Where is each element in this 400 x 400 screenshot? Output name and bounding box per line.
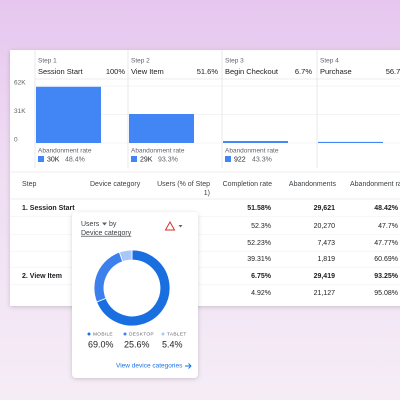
step-percent: 100%: [106, 67, 126, 76]
step-number: Step 1: [38, 58, 57, 65]
step-cell: 1. Session Start: [22, 205, 75, 212]
step-name: Begin Checkout: [225, 67, 279, 76]
y-tick-label: 31K: [14, 108, 26, 115]
abandonment-rate: 43.3%: [252, 156, 272, 163]
funnel-bar: [318, 141, 383, 143]
column-header: Abandonments: [288, 181, 336, 188]
legend-dot: [123, 332, 127, 336]
step-cell: 2. View Item: [22, 273, 62, 280]
device-popup: [72, 212, 198, 378]
step-percent: 56.7%: [386, 67, 400, 76]
column-header: Users (% of Step 1): [157, 181, 210, 197]
legend-swatch: [38, 156, 44, 162]
completion-cell: 4.92%: [251, 290, 271, 297]
abandonments-cell: 29,419: [314, 273, 336, 280]
popup-content: Users by Device category MOBILE 69.0% DESKTOP…: [81, 220, 192, 370]
funnel-bar: [36, 86, 101, 143]
step-percent: 51.6%: [197, 67, 219, 76]
funnel-bar: [223, 141, 288, 143]
step-number: Step 4: [320, 58, 339, 65]
step-number: Step 2: [131, 58, 150, 65]
legend-dot: [161, 332, 165, 336]
donut-segment: [118, 249, 133, 263]
abandonments: 30K: [47, 156, 60, 163]
completion-cell: 51.58%: [247, 205, 272, 212]
dimension-selector[interactable]: Device category: [81, 230, 132, 237]
legend-value: 69.0%: [88, 339, 114, 349]
y-tick-label: 62K: [14, 80, 26, 87]
abandonments: 922: [234, 156, 246, 163]
warning-icon: [164, 220, 176, 231]
link-arrow: [185, 363, 192, 369]
rate-cell: 60.69%: [374, 256, 398, 263]
legend-swatch: [225, 156, 231, 162]
rate-cell: 47.77%: [374, 240, 398, 247]
rate-cell: 47.7%: [378, 223, 398, 230]
legend-name: MOBILE: [93, 331, 113, 337]
rate-cell: 93.25%: [374, 273, 399, 280]
abandonment-rate: 93.3%: [158, 156, 178, 163]
abandonments-cell: 1,819: [317, 256, 335, 263]
step-percent: 6.7%: [295, 67, 312, 76]
abandonment-label: Abandonment rate: [38, 148, 92, 155]
metric-selector[interactable]: Users: [81, 221, 100, 228]
view-link[interactable]: View device categories: [116, 363, 183, 370]
legend-name: TABLET: [167, 331, 187, 337]
dropdown-caret: [102, 222, 107, 226]
rate-cell: 95.08%: [374, 290, 398, 297]
warning-caret: [178, 225, 183, 228]
abandonments-cell: 29,621: [314, 205, 336, 212]
completion-cell: 39.31%: [247, 256, 271, 263]
abandonments-cell: 20,270: [314, 223, 336, 230]
abandonment-label: Abandonment rate: [131, 148, 185, 155]
column-header: Device category: [90, 181, 141, 188]
y-tick-label: 0: [14, 137, 18, 144]
abandonments: 29K: [140, 156, 153, 163]
legend-value: 5.4%: [162, 339, 183, 349]
abandonment-label: Abandonment rate: [225, 148, 279, 155]
legend-value: 25.6%: [124, 339, 150, 349]
step-name: Session Start: [38, 67, 84, 76]
completion-cell: 52.3%: [251, 223, 271, 230]
step-number: Step 3: [225, 58, 244, 65]
completion-cell: 6.75%: [251, 273, 272, 280]
step-name: Purchase: [320, 67, 352, 76]
by-word: by: [109, 221, 117, 228]
funnel-bar: [129, 114, 194, 143]
column-header: Step: [22, 181, 37, 188]
step-name: View Item: [131, 67, 164, 76]
column-header: Abandonment rate: [350, 181, 400, 188]
donut-segment: [96, 249, 171, 327]
rate-cell: 48.42%: [374, 205, 399, 212]
abandonments-cell: 21,127: [314, 290, 336, 297]
abandonments-cell: 7,473: [317, 240, 335, 247]
column-header: Completion rate: [222, 181, 272, 188]
completion-cell: 52.23%: [247, 240, 271, 247]
legend-name: DESKTOP: [129, 331, 154, 337]
legend-dot: [87, 332, 91, 336]
abandonment-rate: 48.4%: [65, 156, 85, 163]
legend-swatch: [131, 156, 137, 162]
